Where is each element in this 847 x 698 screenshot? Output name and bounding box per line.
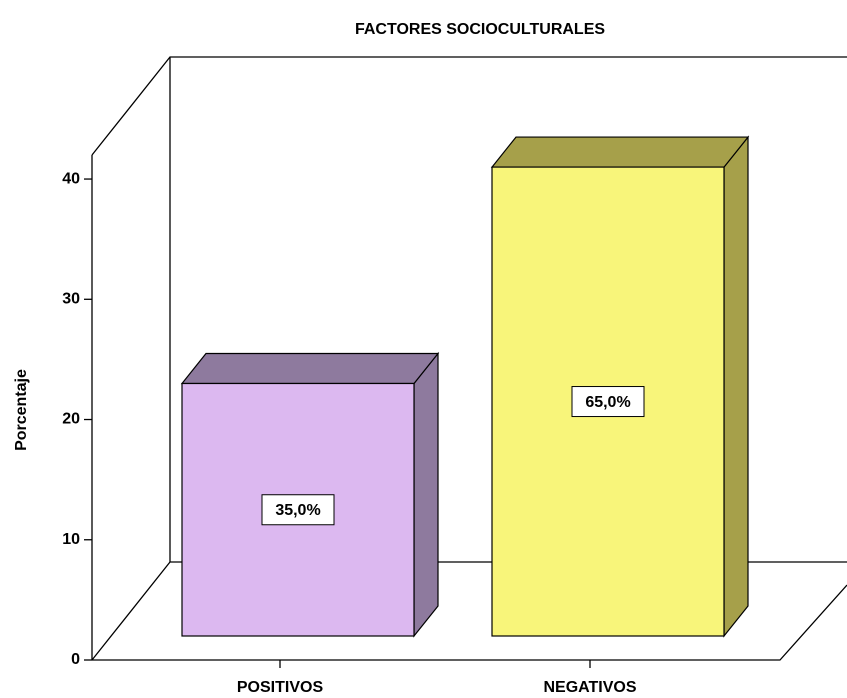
x-tick-label: NEGATIVOS	[543, 679, 636, 696]
bar-side	[413, 351, 439, 638]
bar-top	[490, 136, 750, 168]
value-label-box	[261, 494, 335, 526]
x-tick-label: POSITIVOS	[237, 679, 324, 696]
y-axis-label: Porcentaje	[13, 369, 30, 451]
bar-top	[180, 352, 440, 385]
y-tick-label: 40	[62, 170, 80, 187]
frame	[91, 56, 847, 661]
y-tick-label: 20	[62, 411, 80, 428]
value-label-box	[571, 386, 645, 418]
value-label: 35,0%	[275, 502, 320, 519]
floor-front	[92, 584, 847, 661]
y-tick-label: 10	[62, 531, 80, 548]
chart-title: FACTORES SOCIOCULTURALES	[355, 21, 605, 38]
bar-side	[723, 135, 749, 638]
value-label: 65,0%	[585, 394, 630, 411]
y-tick-label: 0	[71, 651, 80, 668]
y-tick-label: 30	[62, 291, 80, 308]
